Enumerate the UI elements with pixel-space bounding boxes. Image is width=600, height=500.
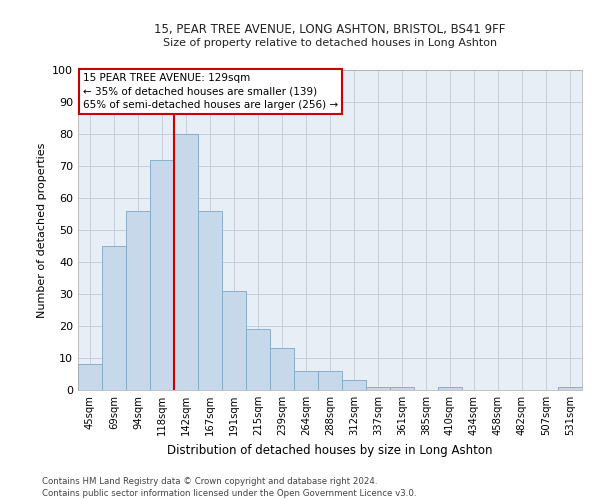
Text: Size of property relative to detached houses in Long Ashton: Size of property relative to detached ho… (163, 38, 497, 48)
Bar (102, 246, 126, 390)
Bar (318, 371, 342, 390)
Bar (558, 387, 582, 390)
Text: 15 PEAR TREE AVENUE: 129sqm
← 35% of detached houses are smaller (139)
65% of se: 15 PEAR TREE AVENUE: 129sqm ← 35% of det… (83, 73, 338, 110)
Text: Contains public sector information licensed under the Open Government Licence v3: Contains public sector information licen… (42, 489, 416, 498)
Bar (342, 380, 366, 390)
Text: Contains HM Land Registry data © Crown copyright and database right 2024.: Contains HM Land Registry data © Crown c… (42, 478, 377, 486)
X-axis label: Distribution of detached houses by size in Long Ashton: Distribution of detached houses by size … (167, 444, 493, 456)
Bar (174, 134, 198, 390)
Bar (150, 160, 174, 390)
Text: 15, PEAR TREE AVENUE, LONG ASHTON, BRISTOL, BS41 9FF: 15, PEAR TREE AVENUE, LONG ASHTON, BRIST… (154, 22, 506, 36)
Bar (294, 371, 318, 390)
Bar (390, 387, 414, 390)
Bar (78, 364, 102, 390)
Bar (366, 387, 390, 390)
Bar (246, 329, 270, 390)
Bar (198, 211, 222, 390)
Y-axis label: Number of detached properties: Number of detached properties (37, 142, 47, 318)
Bar (270, 348, 294, 390)
Bar (438, 387, 462, 390)
Bar (126, 211, 150, 390)
Bar (222, 291, 246, 390)
